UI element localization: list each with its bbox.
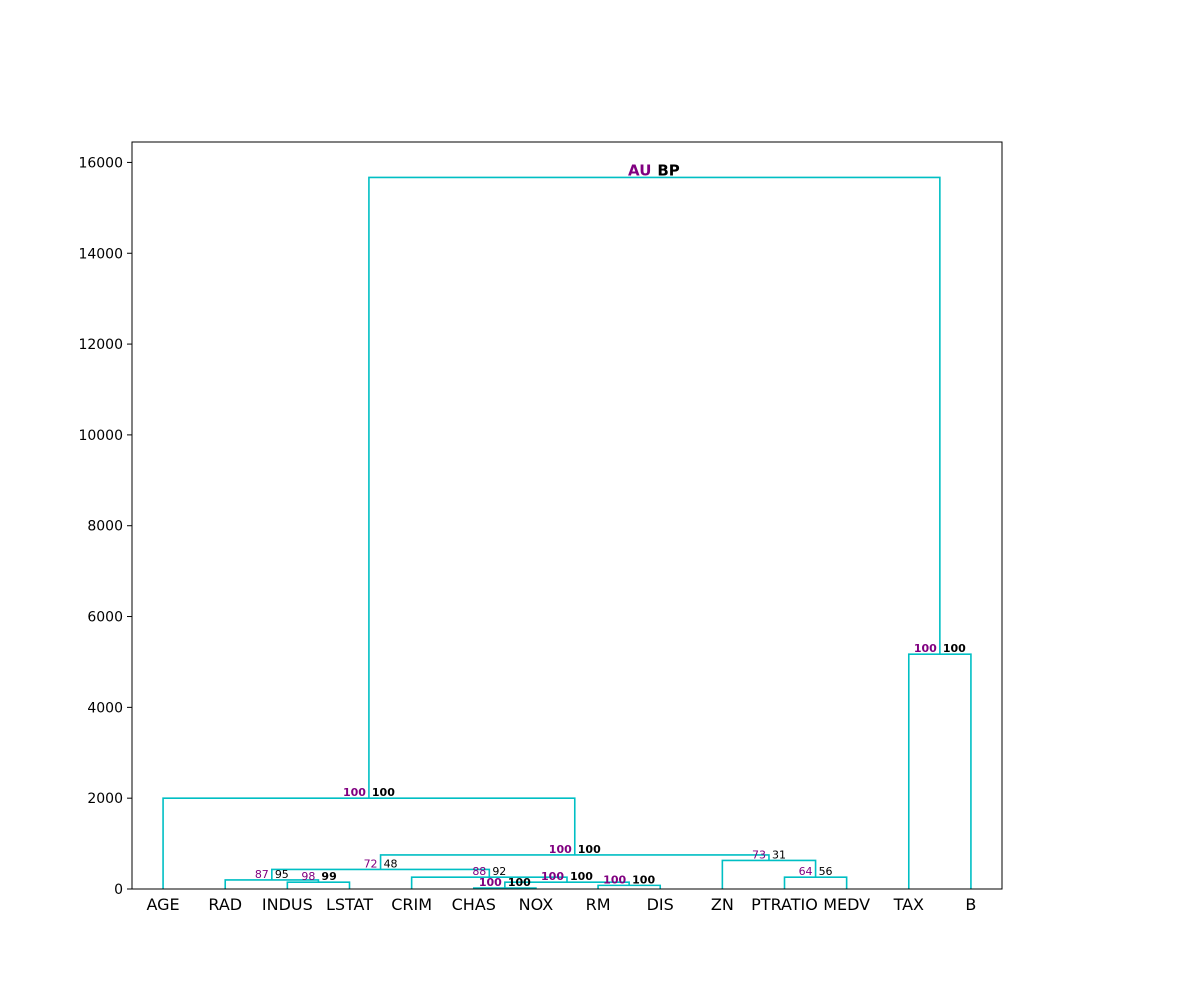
bp-value-label: 100 [570,870,593,883]
bp-value-label: 100 [632,873,655,886]
leaf-label: NOX [519,895,554,914]
leaf-label: RM [586,895,611,914]
leaf-label: INDUS [262,895,313,914]
leaf-label: B [965,895,976,914]
bp-value-label: 92 [492,865,506,878]
au-value-label: 87 [255,868,269,881]
leaf-label: CRIM [391,895,432,914]
au-value-label: 72 [364,857,378,870]
leaf-label: MEDV [823,895,870,914]
bp-value-label: 100 [508,876,531,889]
au-value-label: 88 [472,865,486,878]
leaf-label: PTRATIO [751,895,818,914]
leaf-label: CHAS [452,895,496,914]
au-value-label: 100 [479,876,502,889]
y-tick-label: 16000 [78,155,123,171]
bp-value-label: 95 [275,868,289,881]
au-value-label: 64 [799,865,813,878]
leaf-label: ZN [711,895,734,914]
au-value-label: 100 [914,642,937,655]
y-tick-label: 4000 [87,700,123,716]
bp-value-label: 100 [943,642,966,655]
y-tick-label: 10000 [78,428,123,444]
y-tick-label: 0 [114,882,123,898]
bp-value-label: 31 [772,848,786,861]
support-label-layer: 100 100 100 100 98 99 100 100 87 95 88 92 64 56 72 48 73… [255,161,966,889]
y-tick-label: 6000 [87,610,123,626]
y-axis: 0 2000 4000 6000 8000 10000 12000 14000 16000 [78,155,132,898]
au-value-label: AU [628,161,651,179]
leaf-label: DIS [647,895,674,914]
au-value-label: 100 [343,786,366,799]
bp-value-label: 48 [384,857,398,870]
dendrogram-link [368,176,941,799]
plot-area [132,142,1002,889]
y-tick-label: 14000 [78,246,123,262]
au-value-label: 100 [603,873,626,886]
y-tick-label: 2000 [87,791,123,807]
au-value-label: 73 [752,848,766,861]
plot-frame [131,141,1003,890]
y-tick-label: 12000 [78,337,123,353]
leaf-label: RAD [208,895,242,914]
y-tick-label: 8000 [87,519,123,535]
bp-value-label: 100 [578,843,601,856]
bp-value-label: 100 [372,786,395,799]
leaf-label: TAX [893,895,924,914]
leaf-label: AGE [146,895,179,914]
link-layer [162,176,972,889]
x-axis: AGE RAD INDUS LSTAT CRIM CHAS NOX RM DIS ZN PTRATI… [146,895,976,914]
au-value-label: 98 [301,870,315,883]
bp-value-label: 99 [321,870,336,883]
au-value-label: 100 [549,843,572,856]
bp-value-label: BP [657,161,679,179]
leaf-label: LSTAT [326,895,373,914]
au-value-label: 100 [541,870,564,883]
bp-value-label: 56 [819,865,833,878]
